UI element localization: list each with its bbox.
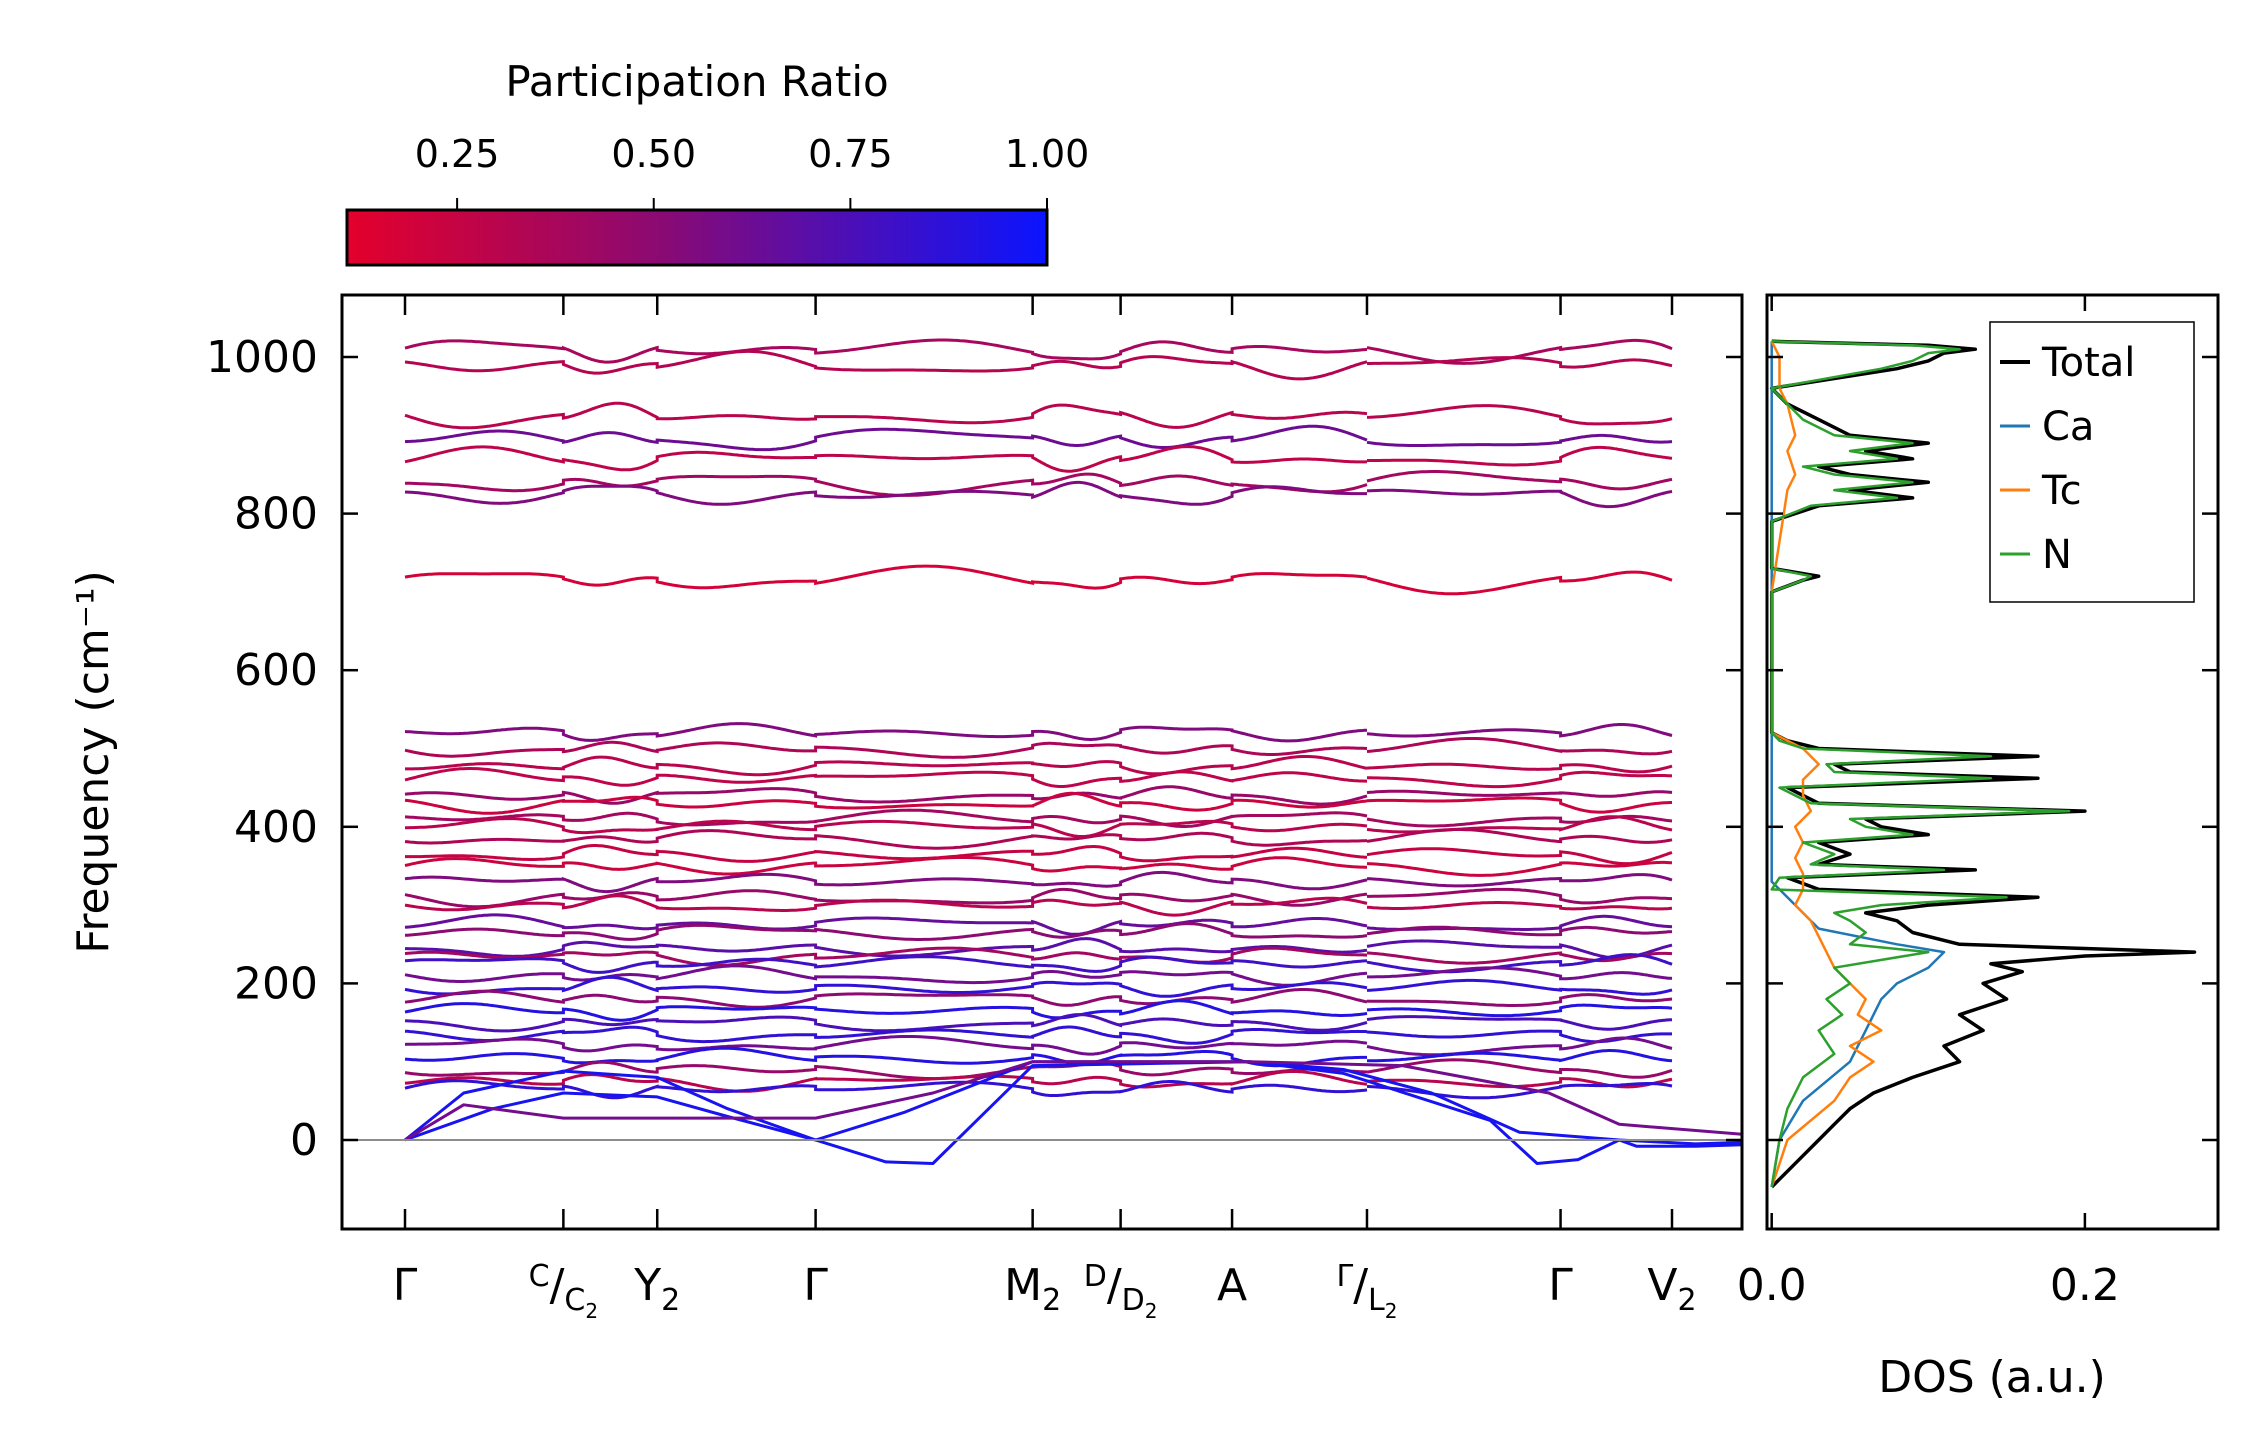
colorbar-ticks: 0.25 0.50 0.75 1.00 bbox=[415, 132, 1089, 265]
optical-band-line bbox=[404, 913, 1673, 936]
x-tick-label: C/C2 bbox=[529, 1259, 598, 1323]
x-tick-label-slash: / bbox=[550, 1260, 565, 1311]
x-tick-label: Γ bbox=[1548, 1260, 1573, 1311]
colorbar-gradient bbox=[345, 208, 1049, 267]
legend: Total Ca Tc N bbox=[1989, 321, 2195, 603]
x-tick-label-super: C bbox=[529, 1259, 550, 1294]
optical-band-line bbox=[404, 424, 1673, 452]
dos-x-axis: 0.0 0.2 bbox=[1737, 295, 2120, 1311]
x-tick-label-super: Γ bbox=[1336, 1259, 1353, 1294]
y-tick-label: 0 bbox=[290, 1115, 318, 1166]
y-tick-label: 200 bbox=[234, 958, 318, 1009]
x-tick-label-subsub: 2 bbox=[1145, 1299, 1158, 1323]
dos-x-tick-label: 0.2 bbox=[2050, 1260, 2120, 1311]
optical-band-line bbox=[404, 999, 1673, 1022]
optical-band-line bbox=[404, 964, 1673, 987]
optical-band-line bbox=[404, 1046, 1673, 1068]
optical-band-line bbox=[404, 922, 1673, 941]
optical-band-line bbox=[404, 988, 1673, 1009]
optical-band-line bbox=[404, 480, 1673, 509]
optical-band-line bbox=[405, 844, 1673, 866]
x-tick-label-slash: / bbox=[1107, 1260, 1122, 1311]
dos-panel: 0.0 0.2 DOS (a.u.) Total Ca Tc N bbox=[1737, 293, 2220, 1403]
dos-x-tick-label: 0.0 bbox=[1737, 1260, 1807, 1311]
x-tick-label-subscript: 2 bbox=[661, 1283, 680, 1318]
optical-band-line bbox=[404, 1035, 1673, 1057]
band-x-axis: Γ C/C2 Y2 Γ M2D/D2 A Γ/L2 Γ V2 bbox=[393, 295, 1697, 1323]
x-tick-label-main: V bbox=[1647, 1260, 1677, 1311]
legend-label-n: N bbox=[2042, 532, 2072, 578]
legend-entries: Total Ca Tc N bbox=[2000, 340, 2135, 578]
x-tick-label: V2 bbox=[1647, 1260, 1696, 1318]
y-axis-label: Frequency (cm⁻¹) bbox=[68, 570, 119, 954]
colorbar-tick-label: 0.75 bbox=[808, 132, 893, 176]
optical-band-line bbox=[404, 975, 1673, 998]
x-tick-label: Γ/L2 bbox=[1336, 1259, 1397, 1323]
colorbar-tick-label: 0.50 bbox=[611, 132, 696, 176]
y-tick-label: 800 bbox=[234, 489, 318, 540]
optical-band-line bbox=[404, 349, 1673, 381]
dos-x-axis-label: DOS (a.u.) bbox=[1878, 1352, 2106, 1403]
colorbar-label: Participation Ratio bbox=[505, 57, 888, 106]
optical-band-line bbox=[405, 755, 1673, 777]
optical-band-line bbox=[404, 737, 1673, 759]
dos-series-n bbox=[1770, 340, 2071, 1188]
x-tick-label: Y2 bbox=[633, 1260, 680, 1318]
x-tick-label-sub: C bbox=[564, 1283, 585, 1318]
x-tick-label: Γ bbox=[393, 1260, 418, 1311]
acoustic-band-line bbox=[404, 1060, 1742, 1142]
optical-band-line bbox=[404, 785, 1673, 806]
band-lines bbox=[404, 338, 1742, 1165]
band-plot-frame bbox=[340, 293, 1744, 1231]
y-tick-label: 1000 bbox=[206, 332, 318, 383]
optical-band-line bbox=[404, 401, 1673, 430]
band-structure-panel: Γ C/C2 Y2 Γ M2D/D2 A Γ/L2 Γ V2 02004006008001000… bbox=[68, 293, 1744, 1323]
optical-band-line bbox=[404, 791, 1672, 815]
dos-plot-frame bbox=[1765, 293, 2220, 1231]
band-y-axis: 0 200 400 600 800 1000 bbox=[206, 332, 1742, 1166]
x-tick-label-subscript: 2 bbox=[1042, 1283, 1061, 1318]
x-tick-label-main: Y bbox=[633, 1260, 661, 1311]
x-tick-label-main: M bbox=[1004, 1260, 1042, 1311]
y-tick-label: 600 bbox=[234, 645, 318, 696]
x-tick-label-super: D bbox=[1084, 1259, 1107, 1294]
dos-lines bbox=[1769, 339, 2197, 1189]
optical-band-line bbox=[404, 1025, 1672, 1045]
x-tick-label-sub: L bbox=[1368, 1283, 1385, 1318]
optical-band-line bbox=[404, 722, 1673, 743]
optical-band-line bbox=[404, 894, 1673, 917]
x-tick-label-sub: D bbox=[1122, 1283, 1145, 1318]
dos-series-tc bbox=[1770, 340, 1883, 1188]
optical-band-line bbox=[404, 1070, 1673, 1093]
dos-y-ticks bbox=[1767, 355, 2218, 1142]
x-tick-label-slash: / bbox=[1353, 1260, 1368, 1311]
colorbar-tick-label: 0.25 bbox=[415, 132, 500, 176]
optical-band-line bbox=[404, 856, 1673, 877]
y-tick-label: 400 bbox=[234, 802, 318, 853]
acoustic-band-line bbox=[404, 1060, 1742, 1165]
legend-label-total: Total bbox=[2041, 340, 2135, 386]
x-tick-label-subsub: 2 bbox=[1385, 1299, 1398, 1323]
x-tick-label-subscript: 2 bbox=[1678, 1283, 1697, 1318]
colorbar: Participation Ratio 0.25 0.50 0.75 1.00 bbox=[345, 57, 1089, 267]
optical-band-line bbox=[404, 828, 1673, 850]
optical-band-line bbox=[404, 870, 1673, 894]
legend-label-ca: Ca bbox=[2042, 404, 2094, 450]
legend-label-tc: Tc bbox=[2041, 468, 2082, 514]
optical-band-line bbox=[404, 470, 1673, 497]
colorbar-tick-label: 1.00 bbox=[1005, 132, 1090, 176]
optical-band-line bbox=[404, 767, 1673, 789]
x-tick-label: Γ bbox=[803, 1260, 828, 1311]
optical-band-line bbox=[404, 445, 1673, 473]
optical-band-line bbox=[404, 564, 1673, 596]
optical-band-line bbox=[404, 1013, 1673, 1033]
x-tick-label: A bbox=[1217, 1260, 1247, 1311]
dos-series-ca bbox=[1770, 341, 1946, 1188]
x-tick-label: M2 bbox=[1004, 1260, 1061, 1318]
x-tick-label-subsub: 2 bbox=[585, 1299, 598, 1323]
x-tick-label: D/D2 bbox=[1084, 1259, 1158, 1323]
